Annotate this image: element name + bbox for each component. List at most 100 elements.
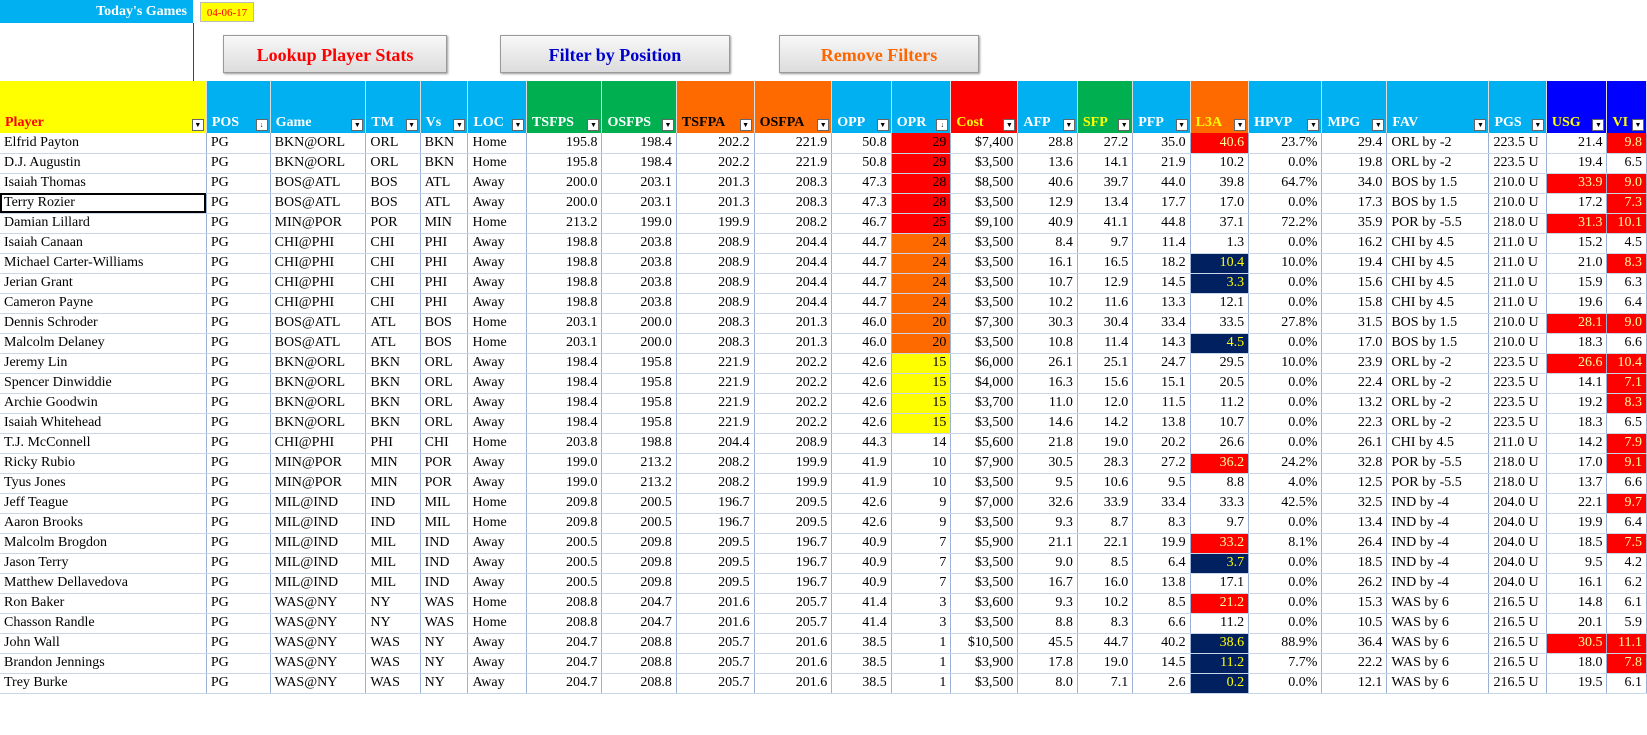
cell-fav[interactable]: WAS by 6	[1386, 633, 1490, 654]
cell-player[interactable]: Tyus Jones	[0, 473, 207, 494]
cell-vi[interactable]: 6.4	[1606, 293, 1647, 314]
cell-player[interactable]: Trey Burke	[0, 673, 207, 694]
cell-cost[interactable]: $7,300	[950, 313, 1019, 334]
cell-tm[interactable]: POR	[365, 213, 421, 234]
filter-dropdown-icon[interactable]: ▼	[191, 119, 204, 131]
cell-player[interactable]: Malcolm Delaney	[0, 333, 207, 354]
cell-afp[interactable]: 14.6	[1017, 413, 1078, 434]
cell-opp[interactable]: 42.6	[831, 493, 892, 514]
cell-tsfps[interactable]: 213.2	[526, 213, 603, 234]
cell-tm[interactable]: BKN	[365, 393, 421, 414]
cell-tsfpa[interactable]: 208.2	[676, 453, 755, 474]
cell-fav[interactable]: ORL by -2	[1386, 373, 1490, 394]
cell-fav[interactable]: CHI by 4.5	[1386, 253, 1490, 274]
cell-pfp[interactable]: 21.9	[1132, 153, 1191, 174]
cell-game[interactable]: BKN@ORL	[270, 373, 367, 394]
cell-l3a[interactable]: 8.8	[1190, 473, 1250, 494]
cell-osfps[interactable]: 199.0	[601, 213, 677, 234]
cell-pgs[interactable]: 223.5 U	[1488, 413, 1547, 434]
cell-game[interactable]: WAS@NY	[270, 673, 367, 694]
cell-tsfpa[interactable]: 208.9	[676, 273, 755, 294]
cell-fav[interactable]: POR by -5.5	[1386, 453, 1490, 474]
cell-loc[interactable]: Home	[467, 613, 527, 634]
cell-tsfps[interactable]: 200.5	[526, 553, 603, 574]
table-row[interactable]: Malcolm Brogdon PG MIL@IND MIL IND Away 200.5 2…	[0, 533, 1647, 554]
cell-usg[interactable]: 20.1	[1546, 613, 1608, 634]
cell-game[interactable]: WAS@NY	[270, 613, 367, 634]
cell-tm[interactable]: WAS	[365, 633, 421, 654]
cell-pos[interactable]: PG	[206, 213, 271, 234]
cell-usg[interactable]: 15.2	[1546, 233, 1608, 254]
cell-hpvp[interactable]: 0.0%	[1248, 273, 1323, 294]
cell-tm[interactable]: IND	[365, 493, 421, 514]
cell-osfps[interactable]: 200.0	[601, 333, 677, 354]
cell-mpg[interactable]: 35.9	[1321, 213, 1388, 234]
cell-afp[interactable]: 13.6	[1017, 153, 1078, 174]
cell-osfpa[interactable]: 204.4	[754, 233, 833, 254]
cell-vi[interactable]: 9.0	[1606, 313, 1647, 334]
cell-l3a[interactable]: 36.2	[1190, 453, 1250, 474]
cell-usg[interactable]: 22.1	[1546, 493, 1608, 514]
cell-tm[interactable]: IND	[365, 513, 421, 534]
cell-usg[interactable]: 14.8	[1546, 593, 1608, 614]
cell-vs[interactable]: ORL	[420, 413, 469, 434]
cell-osfpa[interactable]: 202.2	[754, 353, 833, 374]
cell-cost[interactable]: $3,500	[950, 613, 1019, 634]
cell-opp[interactable]: 41.9	[831, 453, 892, 474]
cell-sfp[interactable]: 16.0	[1077, 573, 1134, 594]
cell-hpvp[interactable]: 0.0%	[1248, 573, 1323, 594]
cell-l3a[interactable]: 1.3	[1190, 233, 1250, 254]
cell-vs[interactable]: PHI	[420, 273, 469, 294]
cell-tsfps[interactable]: 204.7	[526, 673, 603, 694]
cell-osfps[interactable]: 203.8	[601, 253, 677, 274]
cell-opr[interactable]: 15	[891, 373, 952, 394]
cell-fav[interactable]: IND by -4	[1386, 533, 1490, 554]
cell-afp[interactable]: 8.4	[1017, 233, 1078, 254]
cell-loc[interactable]: Away	[467, 233, 527, 254]
cell-opp[interactable]: 44.3	[831, 433, 892, 454]
cell-vs[interactable]: IND	[420, 533, 469, 554]
cell-loc[interactable]: Away	[467, 533, 527, 554]
cell-opr[interactable]: 1	[891, 673, 952, 694]
cell-usg[interactable]: 19.5	[1546, 673, 1608, 694]
cell-fav[interactable]: IND by -4	[1386, 553, 1490, 574]
filter-dropdown-icon[interactable]: ▼	[1307, 119, 1320, 131]
cell-vi[interactable]: 6.6	[1606, 473, 1647, 494]
cell-player[interactable]: Ron Baker	[0, 593, 207, 614]
table-row[interactable]: Isaiah Whitehead PG BKN@ORL BKN ORL Away 198.4…	[0, 413, 1647, 434]
cell-tm[interactable]: MIL	[365, 553, 421, 574]
cell-hpvp[interactable]: 0.0%	[1248, 553, 1323, 574]
cell-sfp[interactable]: 7.1	[1077, 673, 1134, 694]
cell-sfp[interactable]: 19.0	[1077, 653, 1134, 674]
cell-pfp[interactable]: 2.6	[1132, 673, 1191, 694]
cell-tsfpa[interactable]: 208.9	[676, 253, 755, 274]
filter-dropdown-icon[interactable]: ▼	[405, 119, 418, 131]
cell-pgs[interactable]: 211.0 U	[1488, 273, 1547, 294]
cell-pfp[interactable]: 13.3	[1132, 293, 1191, 314]
cell-afp[interactable]: 8.8	[1017, 613, 1078, 634]
cell-osfpa[interactable]: 202.2	[754, 373, 833, 394]
cell-osfpa[interactable]: 205.7	[754, 593, 833, 614]
cell-game[interactable]: MIL@IND	[270, 553, 367, 574]
cell-tsfps[interactable]: 200.5	[526, 533, 603, 554]
cell-mpg[interactable]: 12.1	[1321, 673, 1388, 694]
cell-osfpa[interactable]: 201.6	[754, 653, 833, 674]
cell-opr[interactable]: 28	[891, 193, 952, 214]
cell-osfps[interactable]: 204.7	[601, 593, 677, 614]
cell-pfp[interactable]: 14.5	[1132, 273, 1191, 294]
cell-tm[interactable]: MIL	[365, 533, 421, 554]
cell-hpvp[interactable]: 0.0%	[1248, 673, 1323, 694]
cell-mpg[interactable]: 23.9	[1321, 353, 1388, 374]
cell-game[interactable]: CHI@PHI	[270, 293, 367, 314]
cell-osfps[interactable]: 203.8	[601, 273, 677, 294]
cell-vs[interactable]: MIL	[420, 493, 469, 514]
cell-vi[interactable]: 4.2	[1606, 553, 1647, 574]
cell-vi[interactable]: 8.3	[1606, 253, 1647, 274]
cell-tsfpa[interactable]: 221.9	[676, 373, 755, 394]
cell-afp[interactable]: 30.3	[1017, 313, 1078, 334]
sort-filter-dropdown-icon[interactable]: ↓	[255, 119, 268, 131]
cell-l3a[interactable]: 33.2	[1190, 533, 1250, 554]
cell-mpg[interactable]: 10.5	[1321, 613, 1388, 634]
cell-opp[interactable]: 44.7	[831, 233, 892, 254]
cell-afp[interactable]: 21.1	[1017, 533, 1078, 554]
